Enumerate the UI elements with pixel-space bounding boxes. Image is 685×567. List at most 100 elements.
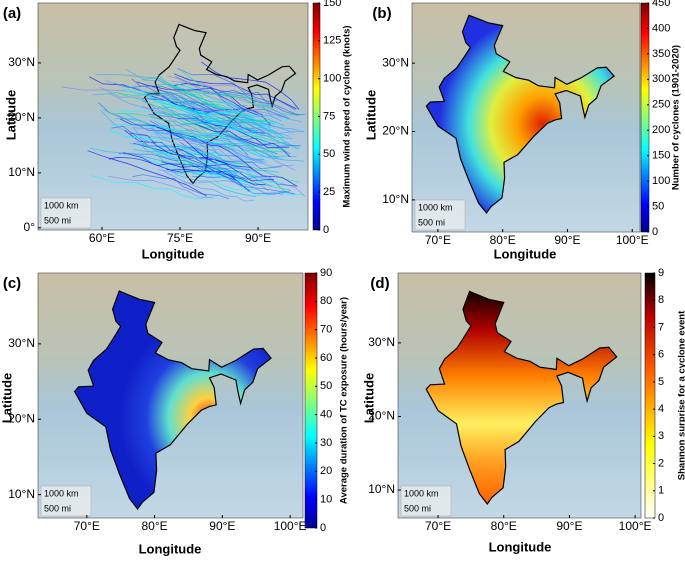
colorbar-tick-label: 20 [320, 465, 332, 477]
scale-bar: 1000 km 500 mi [40, 485, 92, 517]
cyclone-track [165, 167, 256, 198]
cyclone-track [176, 147, 298, 187]
cyclone-track [182, 180, 284, 196]
colorbar-label: Shannon surprise for a cyclone event [677, 310, 685, 480]
y-tick-label: 20°N [8, 110, 35, 124]
cyclone-track [89, 76, 207, 110]
cyclone-track [183, 157, 283, 184]
colorbar-tick-label: 10 [320, 494, 332, 506]
scale-label: 500 mi [418, 217, 445, 227]
cyclone-track [163, 91, 282, 122]
cyclone-track [133, 127, 242, 173]
x-tick-label: 60°E [89, 231, 115, 245]
cyclone-track [151, 128, 264, 162]
scale-label: 1000 km [44, 200, 79, 210]
cyclone-track [102, 108, 210, 141]
colorbar-tick-label: 450 [652, 0, 670, 9]
x-tick-label: 70°E [425, 233, 451, 247]
cyclone-track [163, 171, 255, 202]
india-outline [425, 14, 615, 214]
x-tick-label: 100°E [274, 519, 307, 533]
cyclone-track [182, 144, 297, 158]
colorbar-tick-label: 30 [320, 437, 332, 449]
cyclone-track [107, 91, 217, 130]
cyclone-track [171, 98, 275, 125]
scale-label: 1000 km [44, 488, 79, 498]
colorbar-tick-label: 25 [323, 186, 335, 198]
cyclone-track [87, 150, 207, 197]
map-frame [411, 2, 641, 233]
cyclone-track [152, 125, 253, 170]
y-tick-label: 10°N [8, 487, 35, 501]
cyclone-track [167, 75, 272, 107]
colorbar-tick-label: 90 [320, 267, 332, 279]
cyclone-track [150, 100, 268, 145]
colorbar-tick-label: 150 [323, 0, 341, 9]
x-axis-label: Longitude [142, 246, 205, 261]
x-tick-label: 70°E [74, 519, 100, 533]
x-tick-label: 80°E [490, 233, 516, 247]
cyclone-track [91, 175, 218, 200]
cyclone-track [216, 90, 306, 116]
colorbar-tick-label: 100 [652, 175, 670, 187]
x-tick-label: 100°E [619, 519, 652, 533]
cyclone-track [167, 112, 277, 159]
colorbar-tick-label: 5 [658, 376, 664, 388]
y-axis-label: Latitude [0, 373, 14, 424]
cyclone-track [185, 128, 296, 171]
colorbar-tick-label: 4 [658, 403, 664, 415]
cyclone-track [99, 86, 229, 130]
y-tick-label: 30°N [8, 336, 35, 350]
cyclone-track [161, 81, 273, 117]
cyclone-track [136, 81, 246, 111]
colorbar-tick-label: 75 [323, 110, 335, 122]
map-frame [37, 272, 304, 519]
cyclone-track [142, 160, 253, 185]
colorbar-tick-label: 2 [658, 457, 664, 469]
cyclone-track [179, 142, 282, 170]
cyclone-track [125, 113, 238, 157]
x-tick-label: 75°E [167, 231, 193, 245]
colorbar-tick-label: 100 [323, 73, 341, 85]
colorbar-tick-label: 400 [652, 22, 670, 34]
y-axis-label: Latitude [361, 373, 376, 424]
scale-box [414, 199, 466, 231]
colorbar-tick-label: 7 [658, 321, 664, 333]
cyclone-track [132, 127, 242, 161]
cyclone-track [146, 96, 263, 127]
map-area [38, 273, 303, 518]
scale-bar: 1000 km 500 mi [400, 485, 452, 517]
map-area [38, 3, 308, 230]
panel-label: (c) [3, 275, 21, 292]
cyclone-track [157, 74, 276, 128]
map-area [398, 273, 641, 518]
india-outline [73, 290, 272, 511]
cyclone-track [149, 127, 268, 164]
y-axis-label: Latitude [3, 90, 18, 141]
cyclone-track [187, 109, 287, 144]
colorbar-tick-label: 40 [320, 409, 332, 421]
colorbar [644, 272, 656, 519]
colorbar-tick-label: 3 [658, 430, 664, 442]
colorbar [640, 2, 650, 233]
cyclone-track [186, 142, 294, 168]
y-tick-label: 20°N [382, 124, 409, 138]
colorbar-label: Number of cyclones (1901-2020) [671, 45, 682, 190]
cyclone-track [158, 89, 259, 131]
cyclone-track [149, 91, 257, 116]
colorbar-tick-label: 200 [652, 124, 670, 136]
scale-bar: 1000 km 500 mi [414, 199, 466, 231]
colorbar-tick-label: 80 [320, 295, 332, 307]
y-tick-label: 30°N [8, 55, 35, 69]
colorbar-tick-label: 0 [658, 512, 664, 524]
cyclone-track [122, 152, 236, 180]
colorbar-tick-label: 6 [658, 349, 664, 361]
colorbar-tick-label: 0 [320, 522, 326, 534]
cyclone-track [153, 148, 271, 196]
y-tick-label: 20°N [368, 409, 395, 423]
cyclone-track [202, 136, 290, 154]
y-tick-label: 30°N [382, 55, 409, 69]
